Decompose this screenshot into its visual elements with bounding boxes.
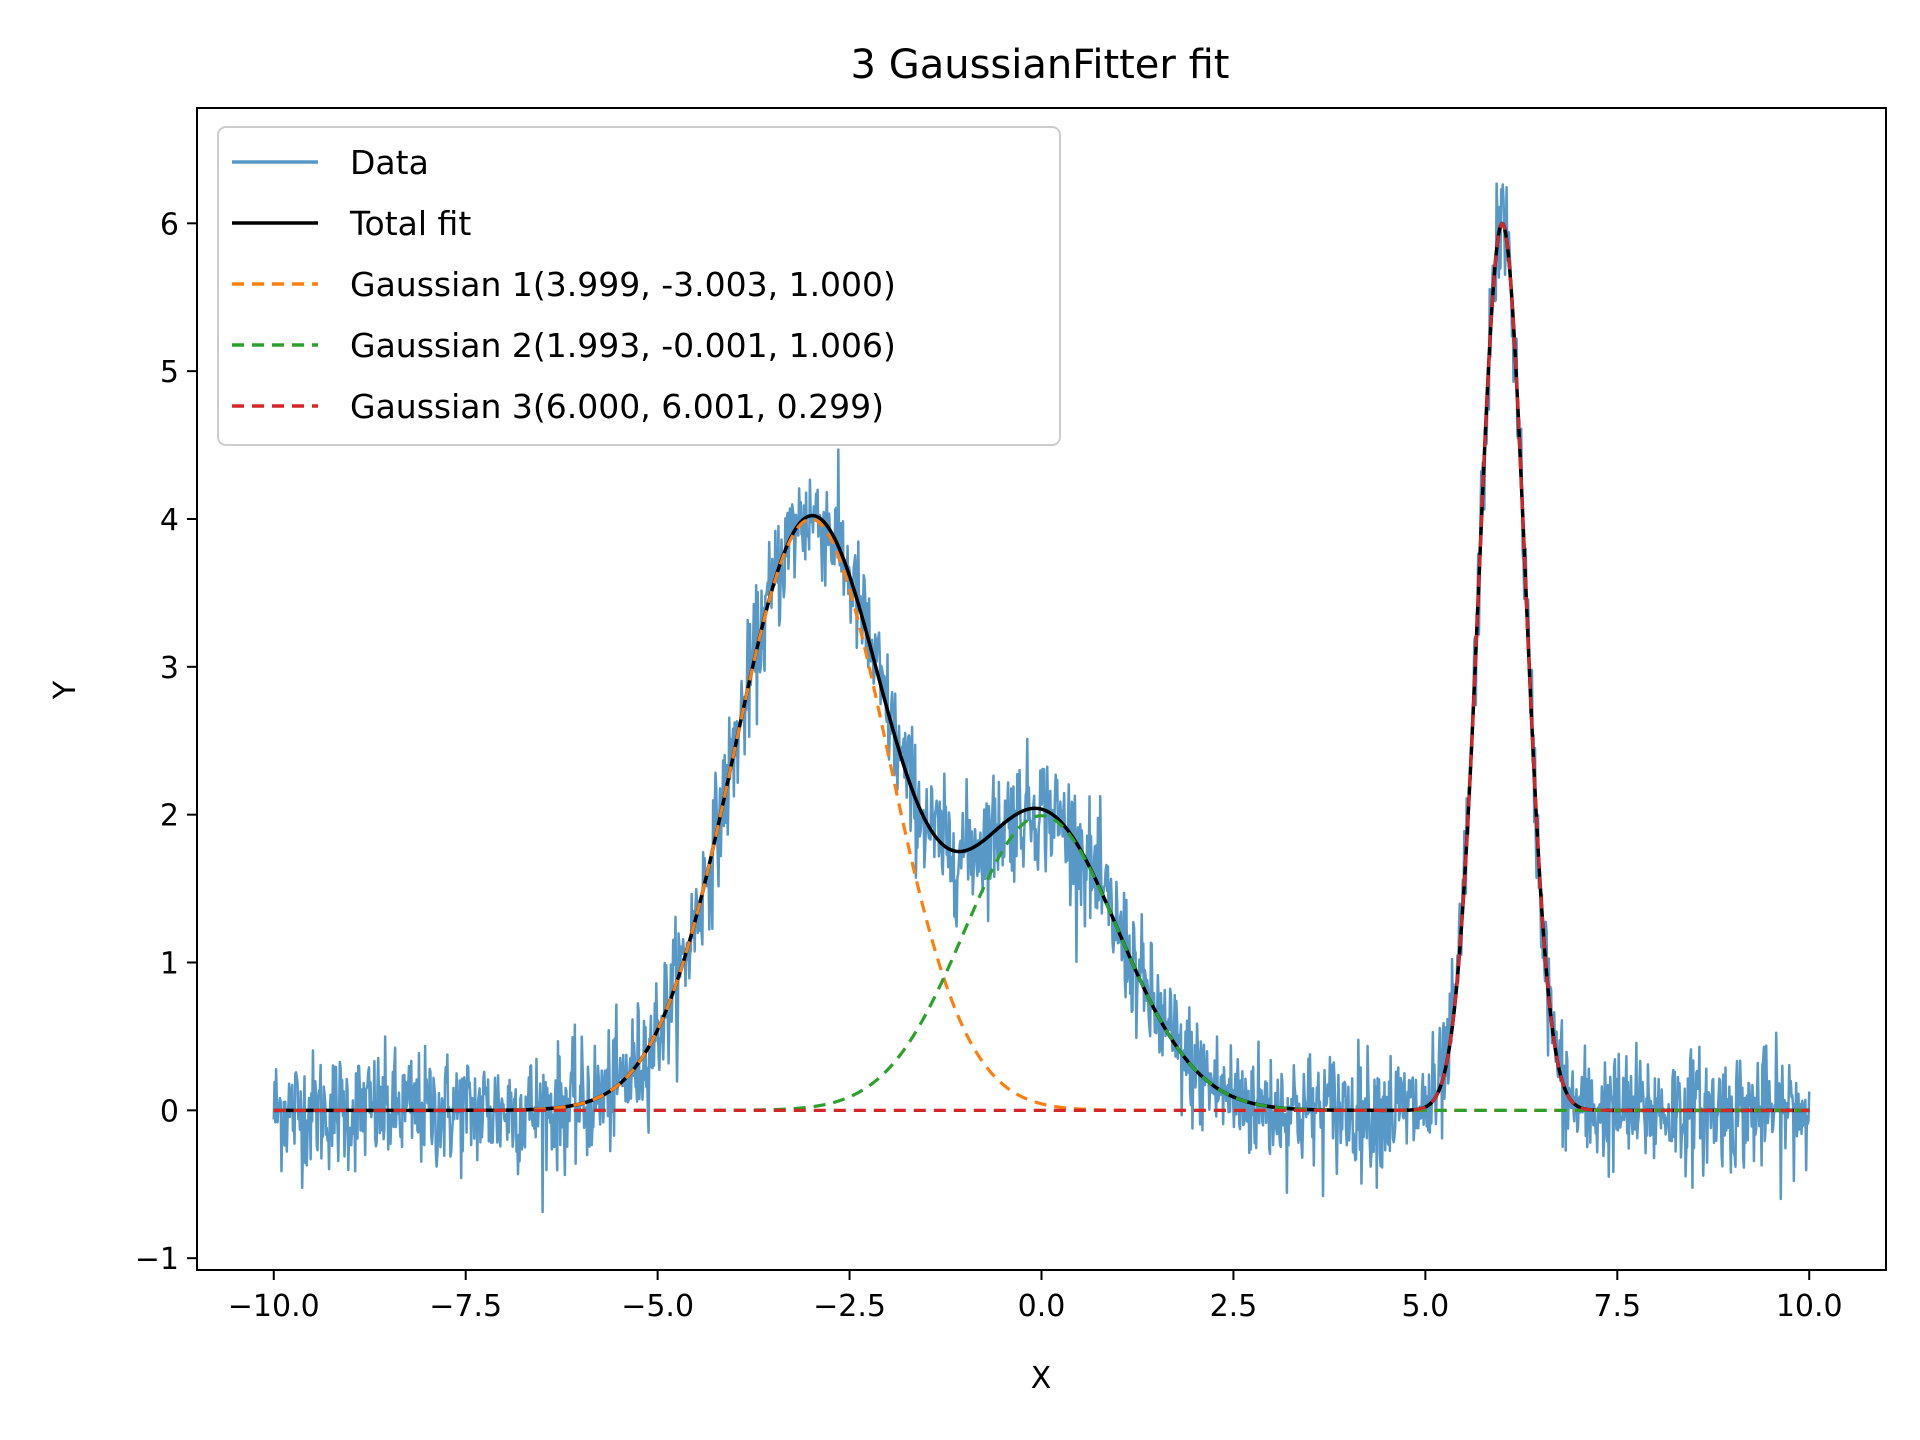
x-tick-label: 0.0 [1018,1289,1066,1324]
legend-label: Gaussian 1(3.999, -3.003, 1.000) [350,265,896,304]
y-axis-label: Y [48,680,83,700]
legend-label: Gaussian 2(1.993, -0.001, 1.006) [350,326,896,365]
series-line-gaussian [273,814,1810,1112]
chart-title: 3 GaussianFitter fit [851,42,1230,88]
x-tick-label: −2.5 [813,1289,886,1324]
series-layer [272,182,1811,1214]
legend: Data Total fit Gaussian 1(3.999, -3.003, 1… [217,126,1061,446]
x-tick-label: −7.5 [429,1289,502,1324]
y-tick-label: −1 [135,1242,179,1277]
legend-label: Total fit [349,204,471,243]
y-axis: −1 0 1 2 3 4 5 6 [135,207,197,1277]
series-line-gaussian [273,517,1810,1112]
x-tick-label: 7.5 [1593,1289,1641,1324]
x-tick-label: 5.0 [1402,1289,1450,1324]
series-line-gaussian [273,221,1810,1112]
y-tick-label: 6 [160,207,179,242]
x-axis-label: X [1031,1361,1052,1396]
y-tick-label: 1 [160,946,179,981]
y-tick-label: 3 [160,651,179,686]
y-tick-label: 2 [160,799,179,834]
legend-box [217,126,1061,446]
x-tick-label: 10.0 [1776,1289,1843,1324]
y-tick-label: 0 [160,1094,179,1129]
y-tick-label: 4 [160,503,179,538]
x-axis: −10.0 −7.5 −5.0 −2.5 0.0 2.5 5.0 7.5 10.0 [228,1270,1843,1324]
x-tick-label: −10.0 [228,1289,320,1324]
series-line-sum [273,221,1810,1113]
legend-label: Gaussian 3(6.000, 6.001, 0.299) [350,387,884,426]
x-tick-label: −5.0 [621,1289,694,1324]
x-tick-label: 2.5 [1210,1289,1258,1324]
legend-label: Data [350,143,429,182]
y-tick-label: 5 [160,355,179,390]
